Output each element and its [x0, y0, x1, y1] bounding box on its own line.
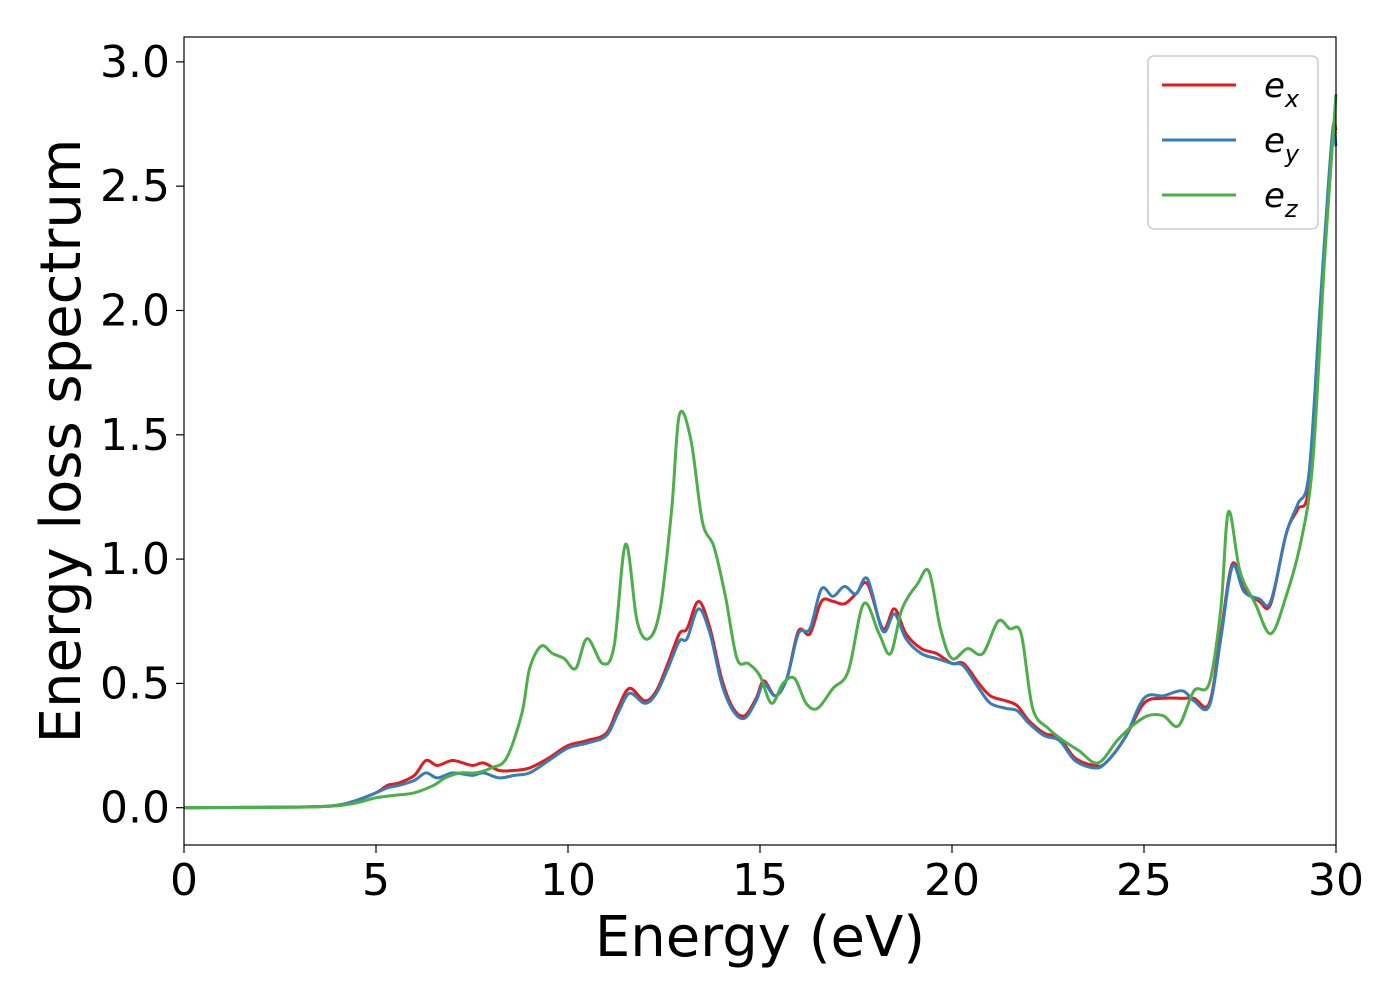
x-tick-label: 30: [1308, 855, 1364, 906]
series-line-x: [183, 120, 1338, 810]
legend-label-x: ex: [1264, 66, 1300, 113]
y-tick-label: 0.0: [100, 783, 170, 834]
y-tick-label: 3.0: [100, 37, 170, 88]
y-tick-label: 0.5: [100, 658, 170, 709]
x-tick-label: 10: [540, 855, 596, 906]
legend-entries: ex ey ez: [1162, 66, 1300, 223]
series-layer: [183, 94, 1338, 810]
series-line-y: [183, 125, 1338, 810]
x-tick-label: 0: [170, 855, 198, 906]
x-tick-label: 15: [732, 855, 788, 906]
series-line-z: [183, 94, 1338, 810]
y-axis-label: Energy loss spectrum: [29, 139, 94, 744]
x-tick-label: 25: [1116, 855, 1172, 906]
legend: ex ey ez: [1147, 55, 1319, 230]
y-tick-label: 2.0: [100, 285, 170, 336]
x-axis-label: Energy (eV): [595, 905, 925, 970]
legend-label-z: ez: [1264, 176, 1299, 223]
x-axis: 0 5 10 15 20 25 30: [170, 845, 1364, 906]
x-tick-label: 5: [362, 855, 390, 906]
y-axis: 0.0 0.5 1.0 1.5 2.0 2.5 3.0: [100, 37, 184, 834]
x-tick-label: 20: [924, 855, 980, 906]
y-tick-label: 1.0: [100, 534, 170, 585]
y-tick-label: 2.5: [100, 161, 170, 212]
legend-label-y: ey: [1264, 121, 1300, 168]
legend-box: [1147, 55, 1319, 230]
y-tick-label: 1.5: [100, 410, 170, 461]
